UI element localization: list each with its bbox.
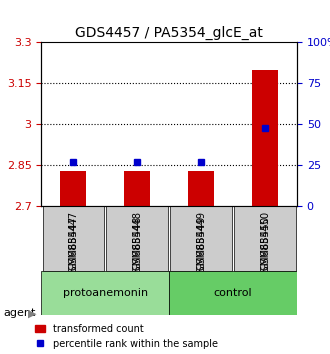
Text: GSM685450: GSM685450 [260, 211, 270, 270]
Text: GSM685450: GSM685450 [260, 216, 270, 279]
Title: GDS4457 / PA5354_glcE_at: GDS4457 / PA5354_glcE_at [75, 26, 263, 40]
Legend: transformed count, percentile rank within the sample: transformed count, percentile rank withi… [31, 320, 221, 353]
Text: ▶: ▶ [28, 308, 37, 318]
Bar [124, 171, 150, 206]
Bar [60, 171, 86, 206]
FancyBboxPatch shape [107, 206, 168, 272]
Text: control: control [214, 288, 252, 298]
Text: protoanemonin: protoanemonin [63, 288, 148, 298]
Text: GSM685448: GSM685448 [132, 216, 142, 279]
Text: GSM685448: GSM685448 [132, 211, 142, 270]
FancyBboxPatch shape [43, 206, 104, 272]
Text: GSM685447: GSM685447 [68, 216, 78, 279]
Bar [188, 171, 214, 206]
FancyBboxPatch shape [170, 206, 232, 272]
Bar [252, 70, 278, 206]
FancyBboxPatch shape [169, 272, 297, 315]
Text: GSM685449: GSM685449 [196, 216, 206, 279]
Text: GSM685447: GSM685447 [68, 211, 78, 270]
FancyBboxPatch shape [41, 272, 169, 315]
Text: GSM685449: GSM685449 [196, 211, 206, 270]
Text: agent: agent [3, 308, 36, 318]
FancyBboxPatch shape [234, 206, 296, 272]
